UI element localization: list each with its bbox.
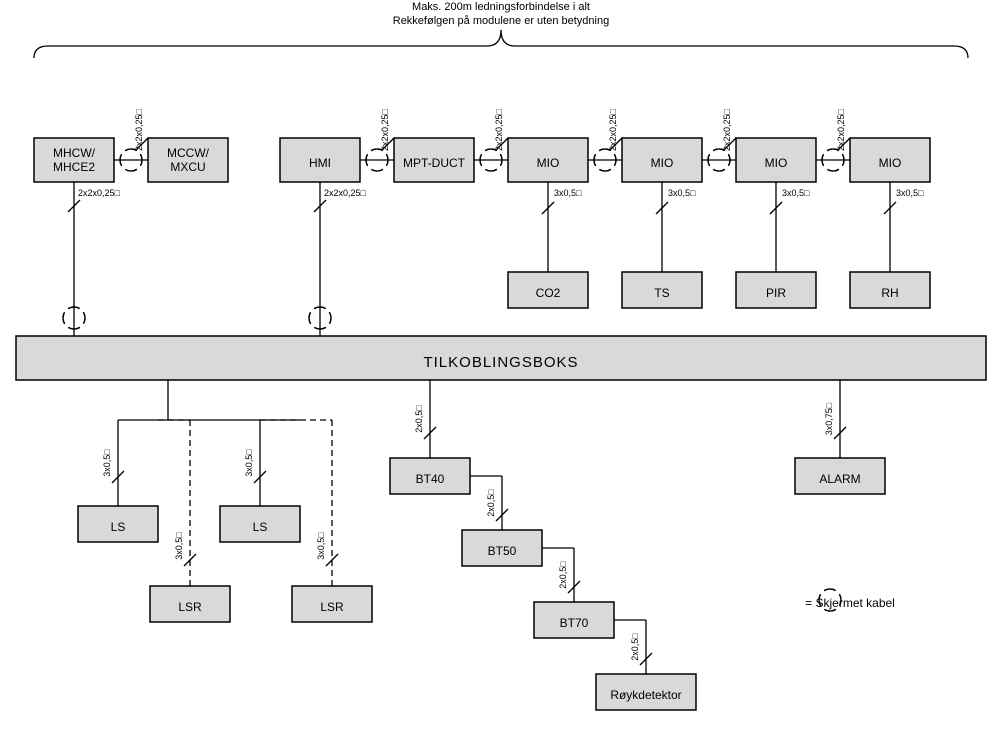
mio-drop-pir: 3x0,5□	[782, 188, 810, 198]
lbl-mccw-2: MXCU	[170, 160, 205, 174]
lbl-pir: PIR	[766, 286, 786, 300]
bt70-spec: 2x0,5□	[558, 561, 568, 589]
lbl-mio4: MIO	[879, 156, 902, 170]
lbl-lsr1: LSR	[178, 600, 202, 614]
lbl-alarm: ALARM	[819, 472, 860, 486]
lbl-bt70: BT70	[560, 616, 589, 630]
lbl-bt50: BT50	[488, 544, 517, 558]
mio-drop-rh: 3x0,5□	[896, 188, 924, 198]
mio-drop-ts: 3x0,5□	[668, 188, 696, 198]
lbl-ts: TS	[654, 286, 669, 300]
lbl-mhcw-2: MHCE2	[53, 160, 95, 174]
lbl-mio3: MIO	[765, 156, 788, 170]
lbl-mhcw-1: MHCW/	[53, 146, 96, 160]
lbl-mio1: MIO	[537, 156, 560, 170]
alarm-spec: 3x0,75□	[824, 402, 834, 435]
drop-spec-hmi: 2x2x0,25□	[324, 188, 367, 198]
lsr2-spec: 3x0,5□	[316, 532, 326, 560]
drop-spec-mhcw: 2x2x0,25□	[78, 188, 121, 198]
lbl-co2: CO2	[536, 286, 561, 300]
lbl-lsr2: LSR	[320, 600, 344, 614]
lbl-mccw-1: MCCW/	[167, 146, 210, 160]
bus-spec-3: 2x2x0,25□	[494, 108, 504, 151]
lbl-rh: RH	[881, 286, 898, 300]
bt50-spec: 2x0,5□	[486, 489, 496, 517]
lbl-roy: Røykdetektor	[610, 688, 681, 702]
lbl-mio2: MIO	[651, 156, 674, 170]
bus-spec-0: 2x2x0,25□	[134, 108, 144, 151]
bus-spec-6: 2x2x0,25□	[836, 108, 846, 151]
mio-drop-co2: 3x0,5□	[554, 188, 582, 198]
legend-text: = Skjermet kabel	[805, 596, 895, 610]
lsr1-spec: 3x0,5□	[174, 532, 184, 560]
lbl-bt40: BT40	[416, 472, 445, 486]
main-label: TILKOBLINGSBOKS	[423, 354, 578, 371]
bus-spec-5: 2x2x0,25□	[722, 108, 732, 151]
header-line2: Rekkefølgen på modulene er uten betydnin…	[393, 15, 609, 27]
ls2-spec: 3x0,5□	[244, 449, 254, 477]
lbl-mpt: MPT-DUCT	[403, 156, 466, 170]
ls1-spec: 3x0,5□	[102, 449, 112, 477]
bus-spec-2: 2x2x0,25□	[380, 108, 390, 151]
header-line1: Maks. 200m ledningsforbindelse i alt	[412, 1, 590, 13]
bt40-spec: 2x0,5□	[414, 405, 424, 433]
lbl-hmi: HMI	[309, 156, 331, 170]
lbl-ls2: LS	[253, 520, 268, 534]
roy-spec: 2x0,5□	[630, 633, 640, 661]
bus-spec-4: 2x2x0,25□	[608, 108, 618, 151]
lbl-ls1: LS	[111, 520, 126, 534]
